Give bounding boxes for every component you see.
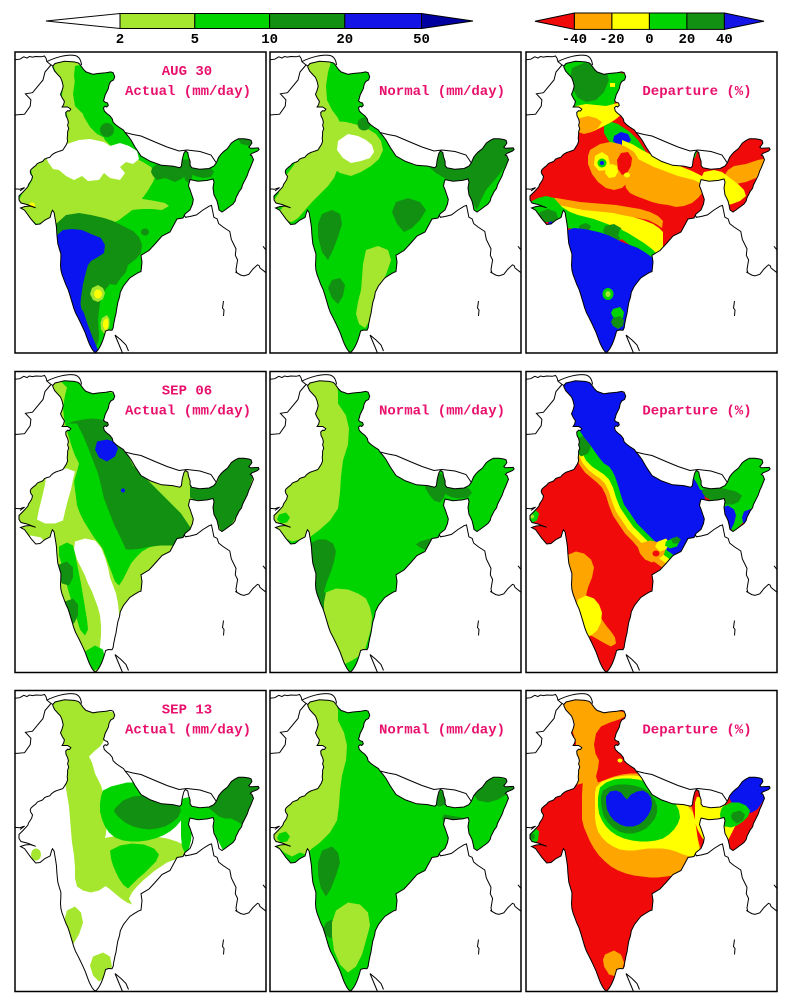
- svg-text:Actual (mm/day): Actual (mm/day): [125, 404, 251, 420]
- svg-text:20: 20: [678, 32, 695, 48]
- svg-text:AUG 30: AUG 30: [162, 64, 212, 80]
- svg-text:Normal (mm/day): Normal (mm/day): [379, 404, 505, 420]
- svg-text:10: 10: [261, 32, 278, 48]
- svg-text:Departure (%): Departure (%): [642, 723, 751, 739]
- svg-text:5: 5: [191, 32, 199, 48]
- svg-text:-40: -40: [562, 32, 587, 48]
- svg-text:SEP 13: SEP 13: [162, 703, 212, 719]
- svg-text:Departure (%): Departure (%): [642, 84, 751, 100]
- svg-text:Normal (mm/day): Normal (mm/day): [379, 84, 505, 100]
- svg-text:Actual (mm/day): Actual (mm/day): [125, 723, 251, 739]
- svg-text:40: 40: [716, 32, 733, 48]
- svg-text:2: 2: [116, 32, 124, 48]
- svg-text:Actual (mm/day): Actual (mm/day): [125, 84, 251, 100]
- svg-text:SEP 06: SEP 06: [162, 384, 212, 400]
- svg-text:50: 50: [413, 32, 430, 48]
- svg-text:0: 0: [645, 32, 653, 48]
- svg-text:-20: -20: [599, 32, 624, 48]
- svg-text:Departure (%): Departure (%): [642, 404, 751, 420]
- svg-text:20: 20: [336, 32, 353, 48]
- svg-text:Normal (mm/day): Normal (mm/day): [379, 723, 505, 739]
